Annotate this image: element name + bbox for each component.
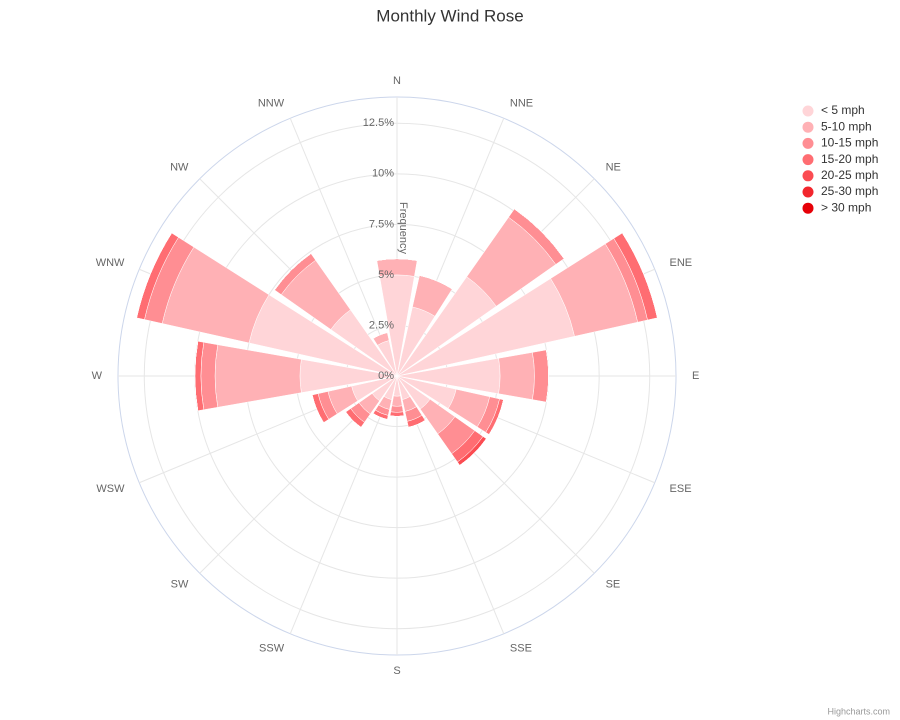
bar-segment <box>373 332 388 339</box>
direction-label: ENE <box>670 257 693 269</box>
legend-marker <box>802 170 814 182</box>
legend-label: 5-10 mph <box>821 119 872 133</box>
y-tick-label: 2.5% <box>369 319 394 331</box>
legend-label: 25-30 mph <box>821 184 878 198</box>
direction-label: S <box>393 665 400 677</box>
direction-label: NW <box>170 161 189 173</box>
bar-segment <box>391 395 403 407</box>
direction-label: SSW <box>259 642 285 654</box>
y-tick-label: 12.5% <box>363 117 394 129</box>
spoke <box>289 375 398 634</box>
direction-label: NNE <box>510 97 533 109</box>
spoke <box>289 118 398 377</box>
bar-segment <box>459 438 487 466</box>
direction-label: ESE <box>670 483 692 495</box>
bar-segment <box>390 405 404 413</box>
bar-segment <box>419 275 453 290</box>
direction-label: SE <box>606 579 621 591</box>
y-axis-title: Frequency <box>397 202 409 254</box>
bar-segment <box>488 399 504 435</box>
y-tick-label: 0% <box>378 370 394 382</box>
credits: Highcharts.com <box>827 706 890 716</box>
labels: N NNE NE ENE E ESE SE SSE S SSW SW WSW W WNW NW NNW 0% 2.… <box>92 75 700 677</box>
legend: < 5 mph 5-10 mph 10-15 mph 15-20 mph 20-25 m… <box>802 103 878 214</box>
legend-label: 10-15 mph <box>821 136 878 150</box>
legend-marker <box>802 137 814 149</box>
bar-segment <box>274 253 312 291</box>
direction-label: WSW <box>96 483 125 495</box>
legend-label: > 30 mph <box>821 200 871 214</box>
legend-marker <box>802 121 814 133</box>
legend-marker <box>802 105 814 117</box>
legend-marker <box>802 202 814 214</box>
legend-marker <box>802 154 814 166</box>
direction-label: NNW <box>258 97 285 109</box>
bar-segment <box>408 420 426 428</box>
bar-segment <box>214 344 302 408</box>
direction-label: NE <box>606 161 621 173</box>
direction-label: SSE <box>510 642 532 654</box>
bar-segment <box>532 349 549 403</box>
y-tick-label: 5% <box>378 269 394 281</box>
legend-label: 20-25 mph <box>821 168 878 182</box>
bar-segment <box>622 232 658 318</box>
bar-segment <box>200 341 219 411</box>
bar-segment <box>514 208 565 259</box>
direction-label: SW <box>171 579 189 591</box>
chart-title: Monthly Wind Rose <box>376 6 523 25</box>
bar-segment <box>389 411 405 417</box>
direction-label: N <box>393 75 401 87</box>
y-tick-label: 10% <box>372 168 394 180</box>
legend-marker <box>802 186 814 198</box>
legend-label: < 5 mph <box>821 103 865 117</box>
bars <box>136 208 658 466</box>
direction-label: WNW <box>96 257 125 269</box>
y-tick-label: 7.5% <box>369 218 394 230</box>
direction-label: E <box>692 370 699 382</box>
bar-segment <box>498 352 535 400</box>
direction-label: W <box>92 370 103 382</box>
legend-label: 15-20 mph <box>821 152 878 166</box>
